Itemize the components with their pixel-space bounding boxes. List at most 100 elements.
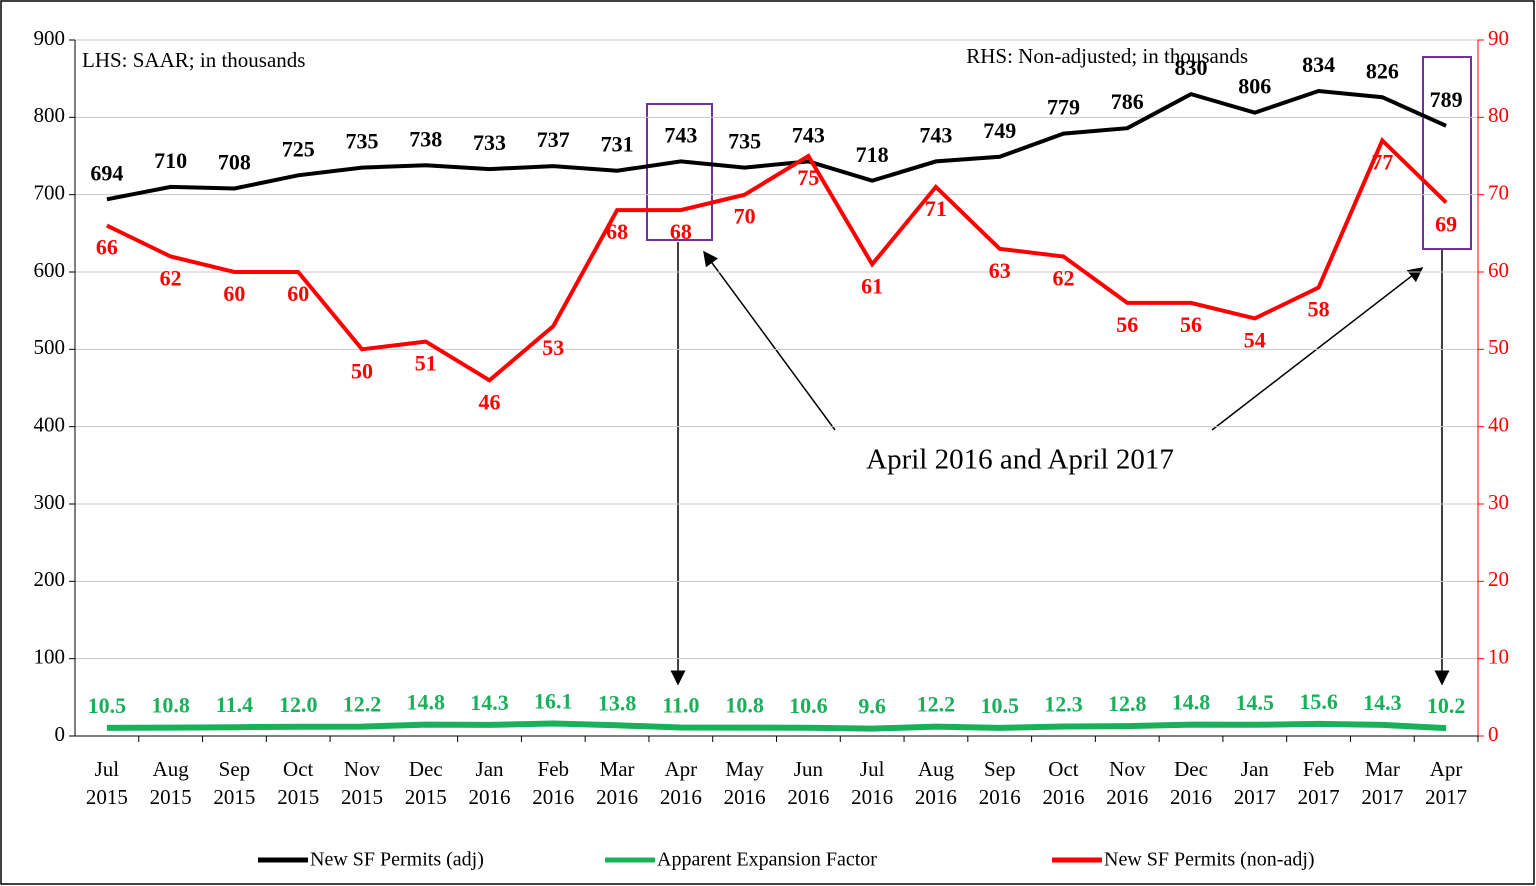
y2-tick-label: 50: [1488, 335, 1509, 359]
data-label: 735: [345, 129, 378, 154]
data-label: 826: [1366, 58, 1399, 83]
data-label: 12.3: [1044, 692, 1083, 717]
data-label: 11.4: [216, 692, 253, 717]
y-tick-label: 400: [34, 412, 66, 436]
y-tick-label: 500: [34, 335, 66, 359]
x-tick-label: Oct 2015: [277, 757, 320, 809]
data-label: 12.2: [917, 692, 956, 717]
x-tick-label: Nov 2015: [340, 757, 383, 809]
data-label: 725: [282, 136, 315, 161]
data-label: 51: [415, 351, 437, 376]
annotation: April 2016 and April 2017: [866, 444, 1174, 476]
data-label: 13.8: [598, 690, 637, 715]
y2-tick-label: 40: [1488, 412, 1509, 436]
data-label: 70: [734, 204, 756, 229]
y2-tick-label: 30: [1488, 490, 1509, 514]
x-tick-label: Jan 2016: [468, 757, 511, 809]
series-line: [106, 88, 1447, 202]
data-label: 733: [473, 130, 506, 155]
x-tick-label: Jan 2017: [1233, 757, 1276, 809]
y-tick-label: 600: [34, 258, 66, 282]
data-label: 694: [90, 160, 123, 185]
data-label: 830: [1175, 55, 1208, 80]
data-label: 14.3: [1363, 690, 1402, 715]
data-label: 15.6: [1299, 689, 1338, 714]
y-tick-label: 0: [55, 722, 66, 746]
x-tick-label: Feb 2016: [532, 757, 575, 809]
data-label: 10.5: [88, 693, 127, 718]
data-label: 68: [670, 219, 692, 244]
x-tick-label: Dec 2016: [1170, 757, 1213, 809]
legend-label: New SF Permits (non-adj): [1104, 849, 1315, 871]
data-label: 738: [409, 126, 442, 151]
x-tick-label: Dec 2015: [404, 757, 447, 809]
y-tick-label: 300: [34, 490, 66, 514]
data-label: 10.6: [789, 693, 828, 718]
annotation: LHS: SAAR; in thousands: [82, 48, 305, 72]
x-tick-label: Aug 2015: [149, 757, 192, 809]
x-tick-label: Jul 2016: [851, 757, 894, 809]
data-label: 66: [96, 235, 118, 260]
data-label: 834: [1302, 52, 1335, 77]
x-tick-label: Sep 2016: [978, 757, 1021, 809]
x-tick-label: Apr 2016: [659, 757, 702, 809]
y-tick-label: 200: [34, 567, 66, 591]
data-label: 60: [223, 281, 245, 306]
y2-tick-label: 0: [1488, 722, 1499, 746]
x-tick-label: Mar 2017: [1361, 757, 1404, 809]
data-label: 58: [1308, 297, 1330, 322]
x-tick-label: Jul 2015: [85, 757, 128, 809]
x-tick-label: Oct 2016: [1042, 757, 1085, 809]
data-label: 10.5: [980, 693, 1019, 718]
legend-label: New SF Permits (adj): [310, 849, 484, 871]
x-tick-label: Sep 2015: [213, 757, 256, 809]
data-label: 743: [792, 122, 825, 147]
data-label: 718: [856, 142, 889, 167]
data-label: 14.5: [1236, 690, 1275, 715]
y2-tick-label: 20: [1488, 567, 1509, 591]
x-tick-label: Nov 2016: [1106, 757, 1149, 809]
data-label: 71: [925, 196, 947, 221]
data-label: 14.3: [470, 690, 509, 715]
data-label: 14.8: [1172, 690, 1211, 715]
data-label: 12.8: [1108, 691, 1147, 716]
data-label: 735: [728, 129, 761, 154]
data-label: 12.2: [343, 692, 382, 717]
y2-tick-label: 10: [1488, 644, 1509, 668]
data-label: 779: [1047, 95, 1080, 120]
data-label: 749: [983, 118, 1016, 143]
data-label: 61: [861, 273, 883, 298]
data-label: 731: [601, 132, 634, 157]
x-tick-label: May 2016: [723, 757, 766, 809]
y2-tick-label: 60: [1488, 258, 1509, 282]
y2-tick-label: 80: [1488, 103, 1509, 127]
data-label: 60: [287, 281, 309, 306]
series-line: [106, 720, 1447, 732]
y2-tick-label: 70: [1488, 180, 1509, 204]
data-label: 11.0: [662, 693, 699, 718]
y-tick-label: 700: [34, 180, 66, 204]
data-label: 50: [351, 358, 373, 383]
data-label: 77: [1371, 150, 1393, 175]
data-label: 54: [1244, 327, 1266, 352]
series-line: [106, 137, 1448, 383]
data-label: 708: [218, 150, 251, 175]
data-label: 743: [919, 122, 952, 147]
data-label: 53: [542, 335, 564, 360]
data-label: 14.8: [407, 690, 446, 715]
x-tick-label: Apr 2017: [1425, 757, 1468, 809]
data-label: 786: [1111, 89, 1144, 114]
callouts: [646, 56, 1472, 686]
data-label: 16.1: [534, 689, 573, 714]
data-label: 806: [1238, 74, 1271, 99]
data-label: 62: [160, 266, 182, 291]
legend-label: Apparent Expansion Factor: [657, 849, 877, 871]
data-label: 737: [537, 127, 570, 152]
data-label: 9.6: [858, 694, 886, 719]
data-label: 75: [797, 165, 819, 190]
data-label: 46: [479, 389, 501, 414]
data-label: 63: [989, 258, 1011, 283]
